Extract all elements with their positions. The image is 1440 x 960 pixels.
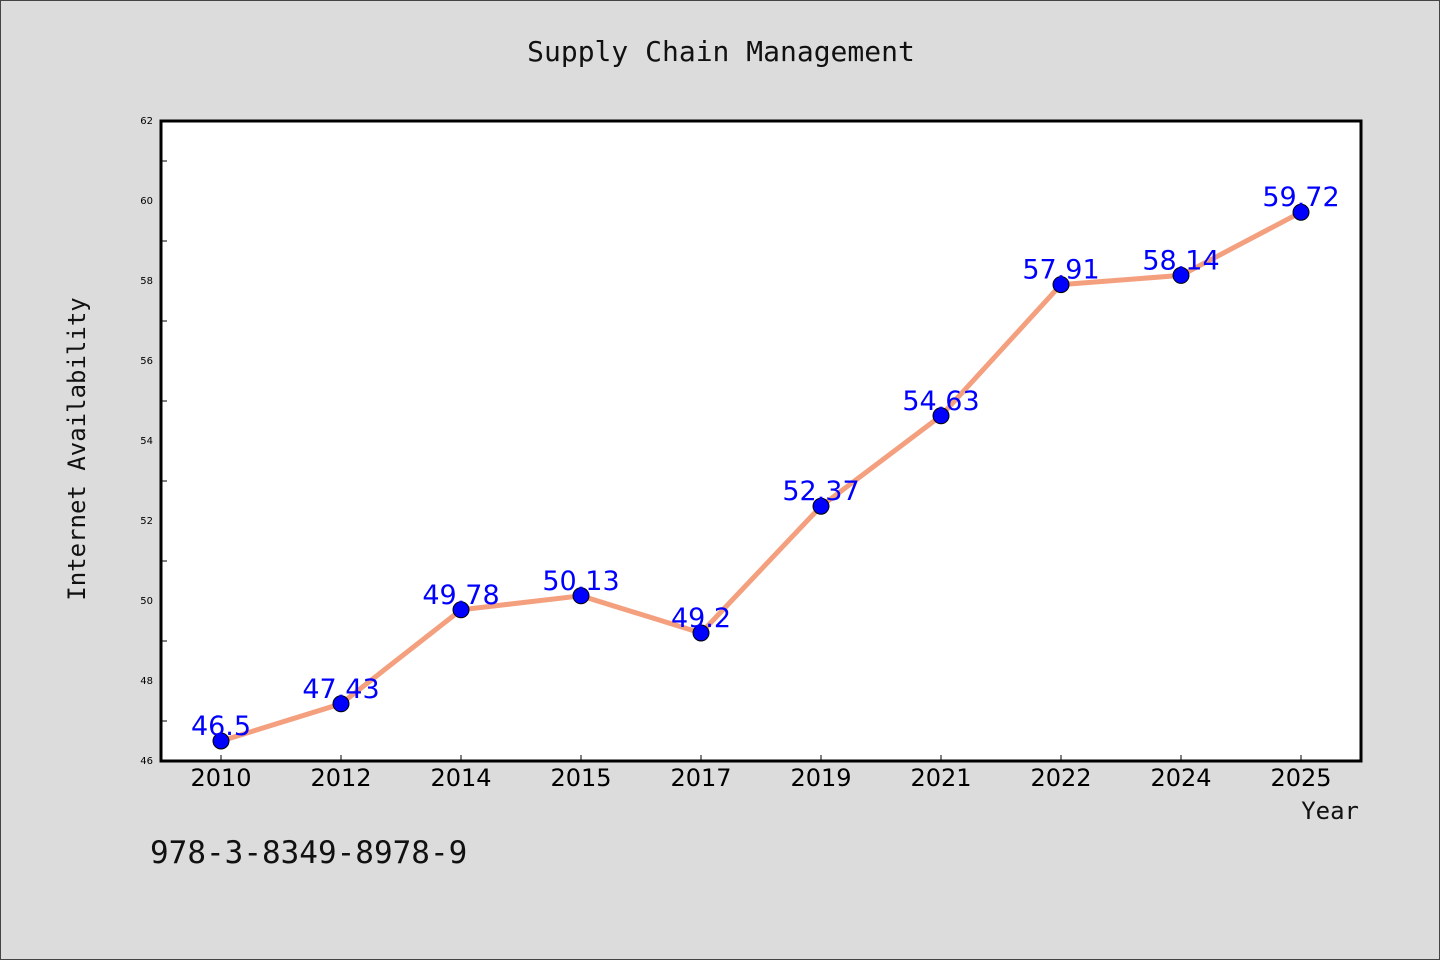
y-tick-label: 52 [140,516,153,527]
x-tick-label: 2012 [310,764,371,792]
data-point [212,732,230,750]
data-label: 49.2 [671,603,731,634]
data-point [932,407,950,425]
x-tick-label: 2015 [550,764,611,792]
x-tick-label: 2017 [670,764,731,792]
y-tick-label: 50 [140,596,153,607]
chart-title: Supply Chain Management [527,35,915,68]
data-point [1052,276,1070,294]
x-tick-label: 2021 [910,764,971,792]
x-axis-label: Year [1301,797,1359,825]
data-point [572,587,590,605]
data-label: 58.14 [1142,245,1219,276]
series-line [218,209,1304,744]
data-label: 47.43 [302,674,379,705]
y-tick-label: 60 [140,196,153,207]
isbn-text: 978-3-8349-8978-9 [150,835,468,871]
plot-frame [159,119,1363,763]
y-tick-label: 54 [140,436,153,447]
data-label: 57.91 [1022,255,1099,286]
data-label: 49.78 [422,580,499,611]
x-tick-label: 2025 [1270,764,1331,792]
data-point [1172,266,1190,284]
plot-background [161,121,1361,761]
data-label: 50.13 [542,566,619,597]
y-tick-label: 48 [140,676,153,687]
y-tick-label: 58 [140,276,153,287]
data-point [812,497,830,515]
data-label: 46.5 [191,711,251,742]
data-point [692,624,710,642]
y-tick-label: 46 [140,756,153,767]
data-point [1292,203,1310,221]
x-tick-label: 2019 [790,764,851,792]
data-point [452,601,470,619]
data-label: 52.37 [782,476,859,507]
x-tick-label: 2010 [190,764,251,792]
data-point [332,695,350,713]
data-label: 59.72 [1262,182,1339,213]
data-label: 54.63 [902,386,979,417]
x-tick-label: 2022 [1030,764,1091,792]
y-tick-label: 56 [140,356,153,367]
x-tick-label: 2014 [430,764,491,792]
x-tick-label: 2024 [1150,764,1211,792]
y-tick-label: 62 [140,116,153,127]
